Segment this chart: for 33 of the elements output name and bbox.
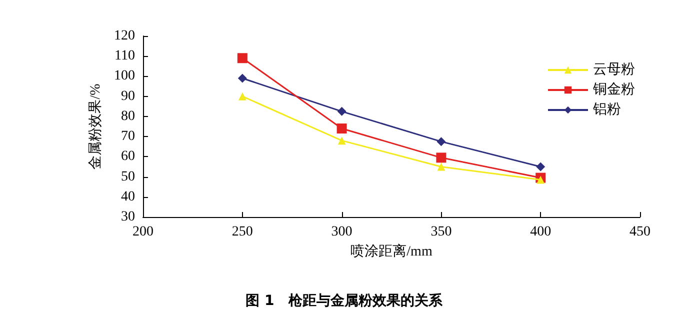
- x-tick-label: 250: [232, 224, 253, 240]
- y-axis-title: 金属粉效果/%: [88, 83, 104, 170]
- point: [436, 137, 446, 146]
- y-tick-label: 120: [114, 28, 135, 44]
- legend-label: 铝粉: [592, 102, 621, 118]
- point: [337, 106, 346, 116]
- point: [237, 53, 248, 64]
- x-tick-label: 400: [530, 224, 552, 240]
- x-tick-label: 200: [132, 224, 154, 240]
- point: [338, 136, 346, 145]
- y-tick-label: 110: [114, 48, 135, 64]
- x-axis-title: 喷涂距离/mm: [350, 244, 432, 260]
- point: [437, 162, 446, 171]
- y-tick-label: 50: [121, 169, 135, 184]
- y-tick-label: 60: [121, 149, 135, 164]
- point: [336, 124, 347, 134]
- y-tick-label: 80: [121, 108, 135, 124]
- point: [436, 152, 446, 163]
- y-tick-label: 70: [121, 129, 135, 144]
- y-tick-label: 30: [121, 210, 135, 224]
- point: [536, 176, 545, 184]
- point: [238, 92, 246, 100]
- legend-label: 铜金粉: [592, 82, 635, 98]
- y-tick-label: 90: [121, 88, 135, 104]
- x-tick-label: 300: [331, 224, 352, 240]
- x-tick-label: 450: [630, 224, 650, 240]
- point: [238, 74, 247, 83]
- x-tick-label: 350: [430, 224, 452, 240]
- y-tick-label: 100: [114, 68, 135, 84]
- y-tick-label: 40: [121, 189, 135, 204]
- legend-label: 云母粉: [593, 62, 635, 78]
- point: [536, 162, 546, 172]
- text: 图 1 枪距与金属粉效果的关系: [246, 292, 444, 309]
